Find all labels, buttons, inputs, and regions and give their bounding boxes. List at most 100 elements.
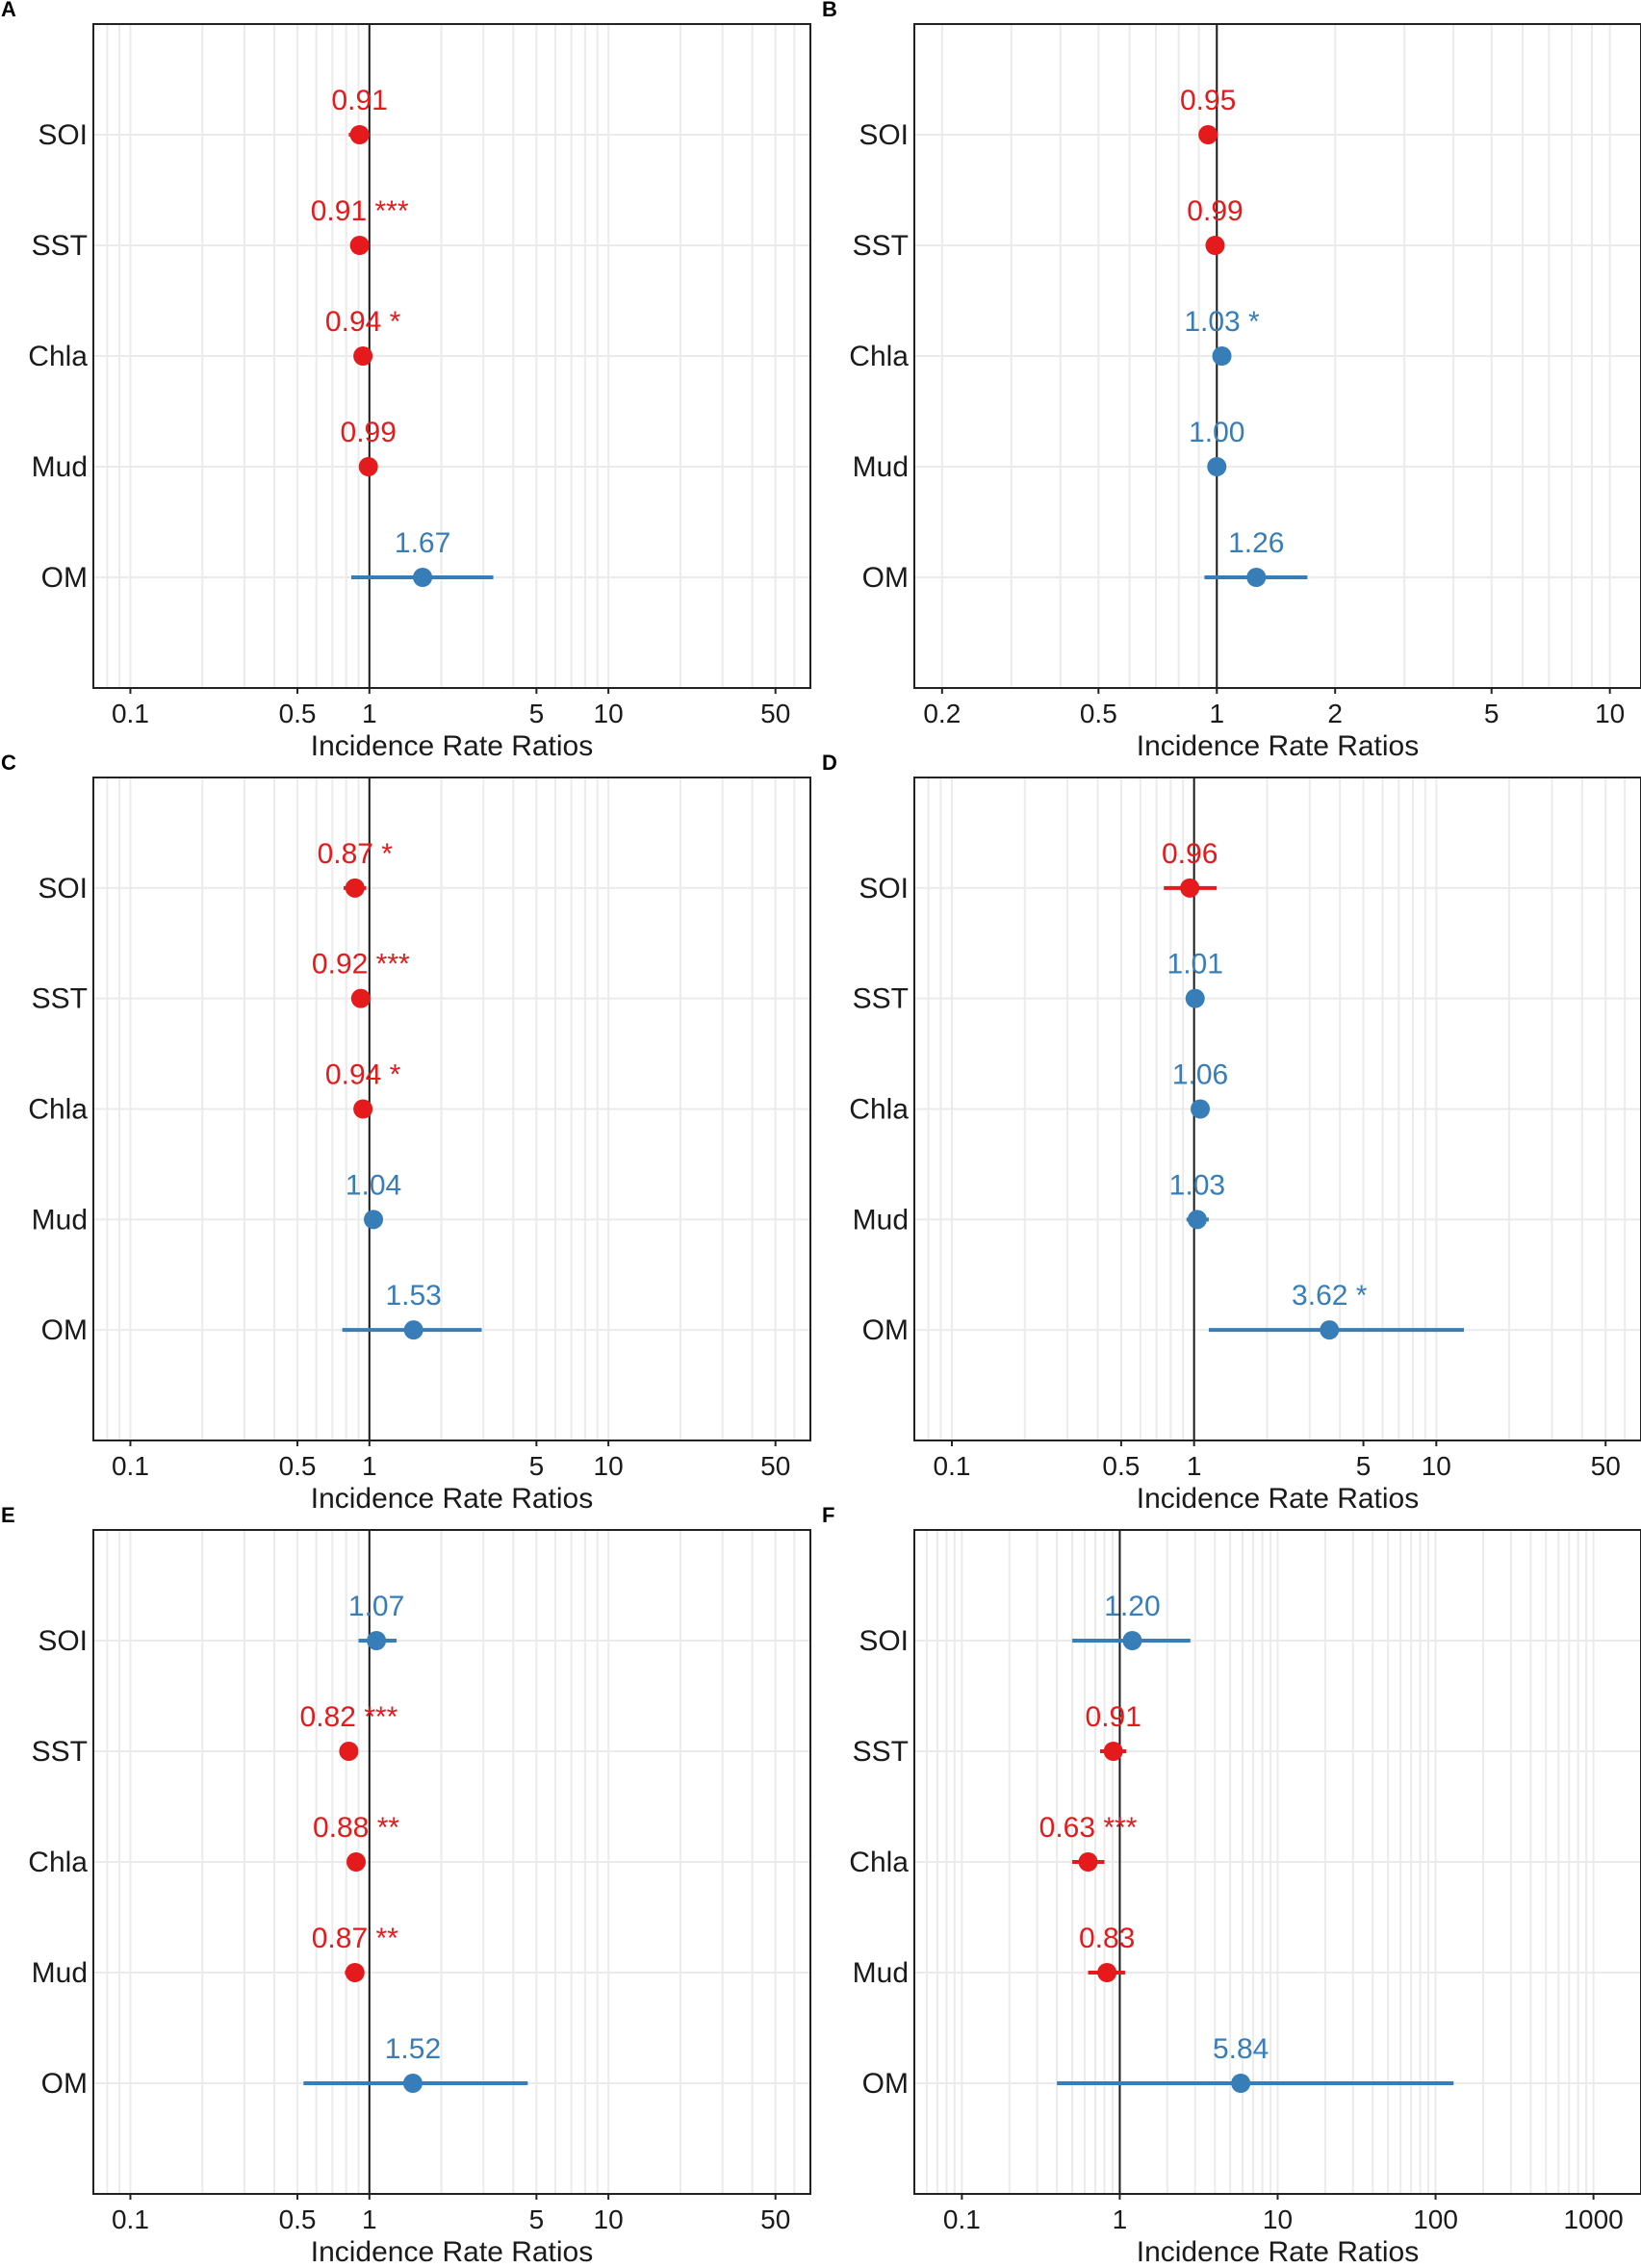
estimate-label: 1.00 <box>1189 417 1244 448</box>
x-tick-label: 10 <box>1422 1451 1451 1481</box>
panel-c: C SOI 0.87 * SST 0.92 *** Chla 0.94 * Mud 1.04 OM… <box>1 751 811 1515</box>
term-label-chla: Chla <box>849 1847 909 1878</box>
estimate-label: 0.91 *** <box>311 195 409 227</box>
x-axis-title: Incidence Rate Ratios <box>1137 730 1420 762</box>
term-label-sst: SST <box>32 983 88 1015</box>
panel-tag: D <box>822 751 837 775</box>
term-label-chla: Chla <box>28 1847 88 1878</box>
panel-tag: B <box>822 0 837 21</box>
x-tick-label: 0.1 <box>112 2204 149 2234</box>
estimate-point <box>1320 1320 1340 1340</box>
panel-tag: A <box>1 0 16 21</box>
x-tick-label: 1 <box>362 1451 377 1481</box>
estimate-point <box>349 125 370 144</box>
term-label-mud: Mud <box>32 1957 88 1989</box>
x-tick-label: 100 <box>1413 2204 1458 2234</box>
estimate-label: 1.52 <box>385 2033 441 2065</box>
estimate-point <box>1212 346 1232 366</box>
estimate-label: 1.07 <box>348 1591 404 1622</box>
term-label-soi: SOI <box>38 873 88 905</box>
estimate-point <box>1187 1210 1207 1230</box>
x-tick-label: 5 <box>529 1451 545 1481</box>
estimate-point <box>1185 988 1205 1008</box>
panel-frame <box>92 777 811 1441</box>
x-tick-label: 0.1 <box>112 1451 149 1481</box>
x-axis-title: Incidence Rate Ratios <box>1137 1483 1420 1515</box>
estimate-label: 1.03 <box>1169 1169 1225 1201</box>
panel-tag: E <box>1 1503 15 1527</box>
estimate-point <box>402 2074 423 2093</box>
x-tick-label: 0.5 <box>279 2204 317 2234</box>
estimate-label: 3.62 * <box>1292 1280 1368 1312</box>
x-tick-label: 0.1 <box>934 1451 971 1481</box>
x-tick-label: 10 <box>594 699 624 728</box>
term-label-om: OM <box>41 562 88 594</box>
x-tick-label: 0.2 <box>923 699 961 728</box>
estimate-point <box>1180 878 1200 898</box>
term-label-chla: Chla <box>28 1094 88 1126</box>
x-tick-label: 1000 <box>1563 2204 1623 2234</box>
term-label-soi: SOI <box>38 119 88 151</box>
x-tick-label: 1 <box>1187 1451 1202 1481</box>
term-label-chla: Chla <box>849 1094 909 1126</box>
x-axis-title: Incidence Rate Ratios <box>311 730 594 762</box>
x-tick-label: 0.1 <box>943 2204 981 2234</box>
term-label-mud: Mud <box>853 1204 909 1236</box>
estimate-point <box>1122 1631 1142 1650</box>
estimate-label: 1.06 <box>1172 1059 1228 1091</box>
x-tick-label: 1 <box>362 699 377 728</box>
panel-f: F SOI 1.20 SST 0.91 Chla 0.63 *** Mud 0.83 OM 5.84… <box>822 1503 1641 2268</box>
x-tick-label: 1 <box>1209 699 1224 728</box>
estimate-point <box>353 1099 373 1119</box>
estimate-label: 0.92 *** <box>312 949 410 981</box>
estimate-point <box>1097 1963 1117 1982</box>
estimate-label: 0.94 * <box>325 306 401 338</box>
estimate-label: 0.88 ** <box>313 1812 399 1844</box>
estimate-label: 1.67 <box>395 527 450 559</box>
term-label-sst: SST <box>853 983 909 1015</box>
term-label-mud: Mud <box>32 1204 88 1236</box>
x-tick-label: 0.5 <box>279 1451 317 1481</box>
panel-e: E SOI 1.07 SST 0.82 *** Chla 0.88 ** Mud 0.87 **… <box>1 1503 811 2268</box>
term-label-sst: SST <box>853 1736 909 1768</box>
term-label-mud: Mud <box>32 451 88 483</box>
estimate-point <box>403 1320 423 1340</box>
panel-tag: C <box>1 751 16 775</box>
estimate-label: 5.84 <box>1213 2033 1269 2065</box>
estimate-label: 0.96 <box>1162 838 1218 870</box>
term-label-chla: Chla <box>849 341 909 372</box>
estimate-label: 0.94 * <box>325 1059 401 1091</box>
estimate-label: 0.95 <box>1180 85 1236 116</box>
panel-a: A SOI 0.91 SST 0.91 *** Chla 0.94 * Mud 0.99 OM 1.… <box>1 0 811 762</box>
term-label-om: OM <box>41 1314 88 1346</box>
x-tick-label: 5 <box>529 699 545 728</box>
x-tick-label: 50 <box>760 2204 790 2234</box>
estimate-point <box>1246 568 1267 587</box>
estimate-label: 1.03 * <box>1184 306 1260 338</box>
x-tick-label: 1 <box>1113 2204 1128 2234</box>
estimate-point <box>353 346 373 366</box>
term-label-soi: SOI <box>859 119 909 151</box>
estimate-label: 0.82 *** <box>300 1701 398 1733</box>
term-label-om: OM <box>41 2068 88 2100</box>
estimate-point <box>1231 2074 1251 2093</box>
estimate-label: 0.63 *** <box>1039 1812 1138 1844</box>
estimate-point <box>413 568 433 587</box>
estimate-label: 1.04 <box>346 1169 401 1201</box>
estimate-point <box>345 1963 365 1982</box>
estimate-label: 0.99 <box>1187 195 1243 227</box>
estimate-point <box>350 988 371 1008</box>
term-label-sst: SST <box>32 230 88 262</box>
estimate-label: 1.26 <box>1228 527 1284 559</box>
estimate-point <box>1191 1099 1211 1119</box>
estimate-point <box>1078 1852 1098 1872</box>
estimate-point <box>367 1631 387 1650</box>
term-label-sst: SST <box>853 230 909 262</box>
estimate-point <box>349 236 370 255</box>
x-tick-label: 0.5 <box>1080 699 1117 728</box>
x-tick-label: 0.5 <box>279 699 317 728</box>
term-label-mud: Mud <box>853 1957 909 1989</box>
estimate-point <box>1103 1742 1123 1761</box>
x-tick-label: 5 <box>529 2204 545 2234</box>
